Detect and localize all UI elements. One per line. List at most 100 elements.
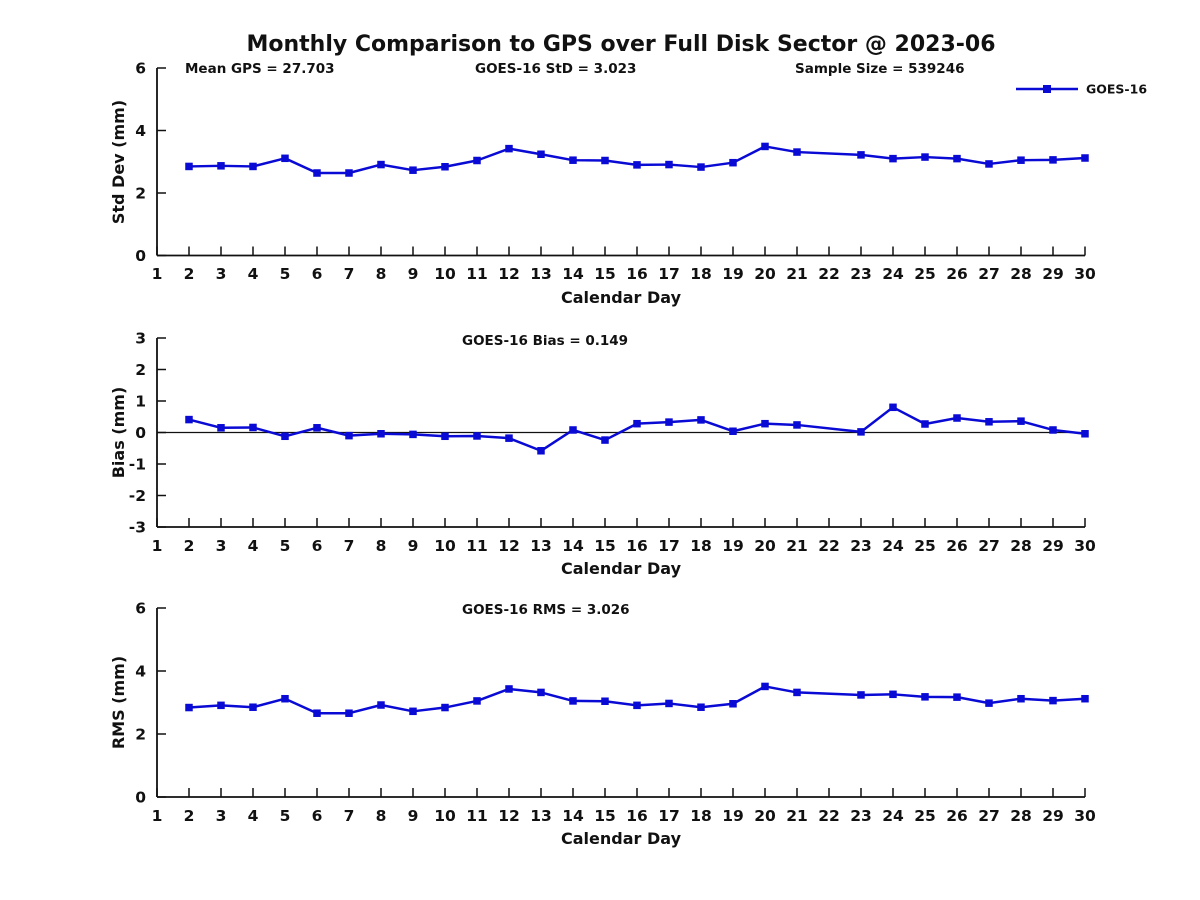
x-tick-label: 26	[946, 265, 968, 283]
x-tick-label: 20	[754, 537, 776, 555]
x-tick-label: 4	[248, 807, 259, 825]
x-tick-label: 18	[690, 537, 712, 555]
x-tick-label: 5	[280, 265, 291, 283]
y-tick-label: 4	[135, 663, 146, 681]
data-point-marker	[569, 697, 577, 705]
x-tick-label: 2	[184, 265, 195, 283]
series-line	[188, 685, 1086, 715]
x-tick-label: 2	[184, 807, 195, 825]
annotation-rms: GOES-16 RMS = 3.026	[462, 602, 630, 618]
x-tick-label: 6	[312, 807, 323, 825]
x-tick-label: 23	[850, 537, 872, 555]
figure-title: Monthly Comparison to GPS over Full Disk…	[246, 32, 995, 57]
x-tick-label: 3	[216, 807, 227, 825]
x-tick-label: 4	[248, 537, 259, 555]
x-tick-label: 4	[248, 265, 259, 283]
x-tick-label: 24	[882, 265, 904, 283]
data-point-marker	[569, 156, 577, 164]
data-point-marker	[345, 431, 353, 440]
y-tick-label: 3	[135, 330, 146, 348]
y-tick-label: 2	[135, 185, 146, 203]
x-tick-label: 20	[754, 807, 776, 825]
x-tick-label: 23	[850, 265, 872, 283]
x-tick-label: 17	[658, 807, 680, 825]
x-tick-label: 9	[408, 807, 419, 825]
data-point-marker	[409, 707, 417, 716]
annotation-bias: GOES-16 Bias = 0.149	[462, 333, 628, 349]
data-point-marker	[921, 420, 929, 428]
x-tick-label: 16	[626, 807, 648, 825]
xlabel-calendar-day-bottom: Calendar Day	[561, 829, 682, 848]
x-tick-label: 12	[498, 537, 520, 555]
x-tick-label: 7	[344, 537, 355, 555]
x-tick-label: 30	[1074, 537, 1096, 555]
ylabel-bias: Bias (mm)	[109, 387, 128, 479]
data-point-marker	[249, 703, 257, 711]
x-tick-label: 5	[280, 807, 291, 825]
data-point-marker	[537, 447, 545, 455]
data-point-marker	[601, 156, 609, 165]
x-tick-label: 15	[594, 265, 616, 283]
x-tick-label: 10	[434, 807, 456, 825]
y-tick-label: 2	[135, 726, 146, 744]
x-tick-label: 22	[818, 537, 840, 555]
x-tick-label: 10	[434, 265, 456, 283]
data-point-marker	[313, 424, 321, 432]
x-tick-label: 21	[786, 537, 808, 555]
data-point-marker	[217, 701, 225, 710]
data-point-marker	[409, 430, 417, 439]
data-point-marker	[569, 426, 577, 434]
data-point-marker	[217, 424, 225, 432]
x-tick-label: 15	[594, 537, 616, 555]
data-point-marker	[377, 430, 385, 438]
x-tick-label: 8	[376, 265, 387, 283]
y-tick-label: -1	[129, 456, 146, 474]
data-point-marker	[985, 699, 993, 707]
xlabel-calendar-day-top: Calendar Day	[561, 288, 682, 307]
x-tick-label: 7	[344, 265, 355, 283]
x-tick-label: 17	[658, 265, 680, 283]
x-tick-label: 28	[1010, 537, 1032, 555]
x-tick-label: 7	[344, 807, 355, 825]
data-point-marker	[505, 144, 513, 153]
x-tick-label: 8	[376, 807, 387, 825]
x-tick-label: 16	[626, 265, 648, 283]
x-tick-label: 29	[1042, 807, 1064, 825]
data-point-marker	[377, 160, 385, 169]
x-tick-label: 13	[530, 265, 552, 283]
x-tick-label: 21	[786, 265, 808, 283]
data-point-marker	[313, 169, 321, 177]
data-point-marker	[281, 694, 289, 703]
data-point-marker	[345, 709, 353, 717]
data-point-marker	[953, 154, 961, 163]
data-point-marker	[217, 162, 225, 170]
x-tick-label: 14	[562, 537, 584, 555]
x-tick-label: 18	[690, 807, 712, 825]
data-point-marker	[1017, 694, 1025, 703]
x-tick-label: 1	[152, 537, 163, 555]
data-point-marker	[505, 434, 513, 442]
data-point-marker	[1049, 156, 1057, 164]
data-point-marker	[793, 421, 801, 429]
data-point-marker	[889, 154, 897, 163]
ylabel-rms: RMS (mm)	[109, 656, 128, 749]
y-tick-label: 2	[135, 361, 146, 379]
data-point-marker	[953, 693, 961, 701]
data-point-marker	[441, 163, 449, 171]
data-point-marker	[1017, 156, 1025, 164]
data-point-marker	[729, 427, 737, 435]
data-point-marker	[857, 151, 865, 159]
data-point-marker	[729, 158, 737, 167]
x-tick-label: 25	[914, 807, 936, 825]
x-tick-label: 24	[882, 807, 904, 825]
legend-square-marker	[1043, 85, 1051, 93]
data-point-marker	[697, 703, 705, 711]
x-tick-label: 10	[434, 537, 456, 555]
data-point-marker	[761, 682, 769, 691]
x-tick-label: 26	[946, 807, 968, 825]
data-point-marker	[185, 162, 193, 171]
x-tick-label: 30	[1074, 265, 1096, 283]
data-point-marker	[1049, 426, 1057, 434]
x-tick-label: 11	[466, 807, 488, 825]
